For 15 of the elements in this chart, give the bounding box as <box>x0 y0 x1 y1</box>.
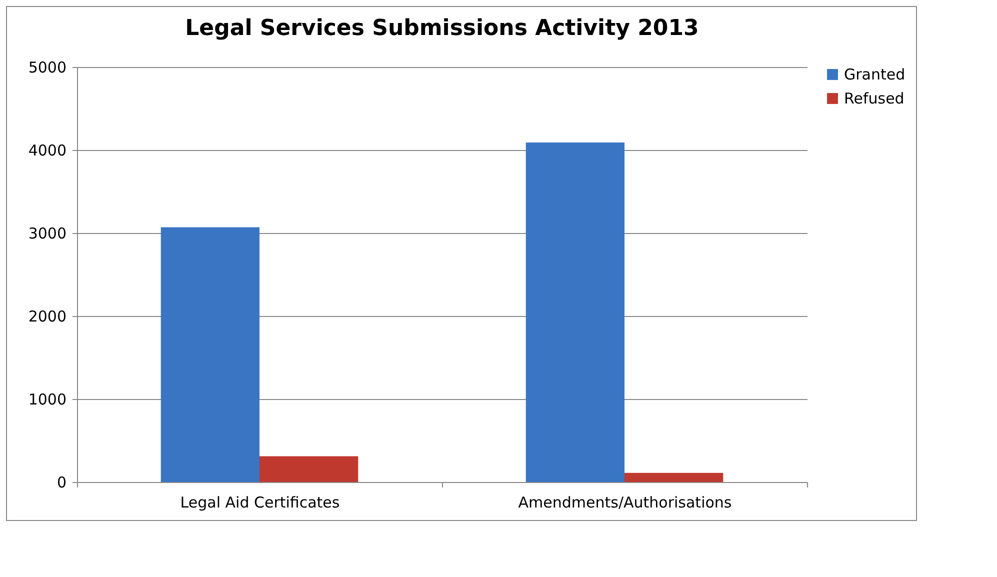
bar <box>526 142 624 482</box>
x-tick-label: Legal Aid Certificates <box>180 494 340 512</box>
y-tick-label: 3000 <box>28 224 66 242</box>
y-tick-label: 5000 <box>28 58 66 76</box>
y-tick-label: 4000 <box>28 142 66 160</box>
bar <box>160 227 260 482</box>
legend-label: Refused <box>844 90 904 108</box>
bar <box>260 456 358 482</box>
bar <box>624 472 724 482</box>
y-tick-label: 0 <box>56 474 66 492</box>
legend-label: Granted <box>844 66 906 84</box>
x-tick-label: Amendments/Authorisations <box>518 494 732 512</box>
chart-title: Legal Services Submissions Activity 2013 <box>185 16 699 41</box>
y-tick-label: 1000 <box>28 390 66 408</box>
y-tick-label: 2000 <box>28 308 66 326</box>
